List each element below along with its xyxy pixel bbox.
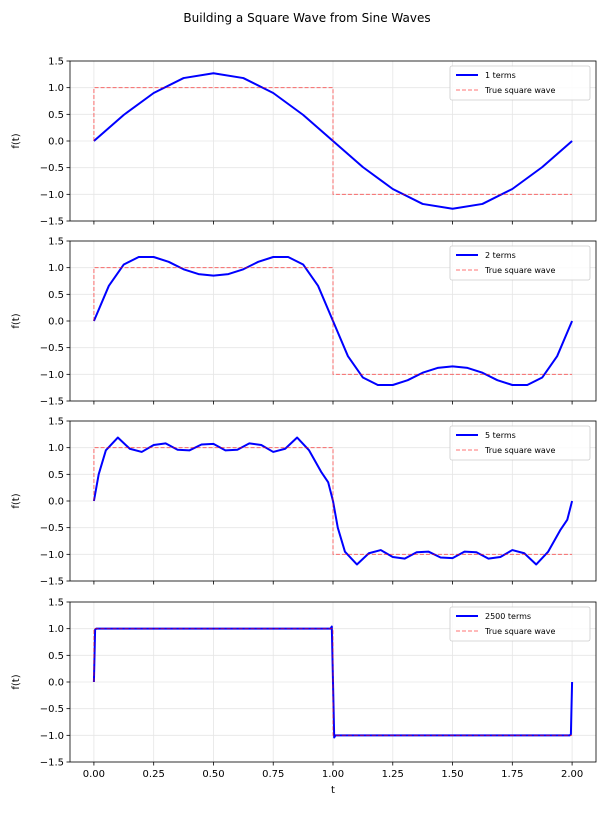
y-tick-label: −1.5 <box>40 758 64 769</box>
legend: 1 terms True square wave <box>449 65 591 101</box>
y-tick-label: −1.0 <box>40 370 64 381</box>
legend-label: 2 terms <box>485 251 516 260</box>
y-tick-label: −0.5 <box>40 704 64 715</box>
y-tick-label: −1.5 <box>40 217 64 228</box>
legend-label: True square wave <box>484 627 556 636</box>
y-axis-label: f(t) <box>11 674 22 689</box>
subplot-4: −1.5 −1.0 −0.5 0.0 0.5 1.0 1.5 0.00 0.25 0.50 0.75… <box>11 598 597 796</box>
subplot-1: −1.5 −1.0 −0.5 0.0 0.5 1.0 1.5 f(t) 1 terms True … <box>11 57 597 228</box>
y-tick-label: −1.5 <box>40 577 64 588</box>
legend-box <box>449 606 591 642</box>
y-tick-label: 1.0 <box>48 83 64 94</box>
y-tick-label: 0.0 <box>48 497 64 508</box>
y-tick-label: 1.0 <box>48 263 64 274</box>
y-tick-label: 0.5 <box>48 651 64 662</box>
legend-label: 5 terms <box>485 431 516 440</box>
legend-box <box>449 65 591 101</box>
figure-title: Building a Square Wave from Sine Waves <box>183 11 430 25</box>
legend-label: True square wave <box>484 86 556 95</box>
y-tick-label: 1.5 <box>48 237 64 248</box>
legend-label: 1 terms <box>485 71 516 80</box>
y-axis-label: f(t) <box>11 133 22 148</box>
y-tick-label: 0.0 <box>48 137 64 148</box>
x-axis-label: t <box>331 785 335 796</box>
subplot-3: −1.5 −1.0 −0.5 0.0 0.5 1.0 1.5 f(t) 5 terms True … <box>11 417 597 588</box>
y-axis-label: f(t) <box>11 493 22 508</box>
x-tick-label: 0.00 <box>83 769 105 780</box>
y-tick-label: −0.5 <box>40 523 64 534</box>
y-tick-label: −1.0 <box>40 550 64 561</box>
x-tick-label: 0.50 <box>202 769 224 780</box>
legend-label: True square wave <box>484 266 556 275</box>
y-tick-label: 0.0 <box>48 678 64 689</box>
x-tick-label: 1.25 <box>382 769 404 780</box>
y-tick-label: 1.0 <box>48 443 64 454</box>
legend: 2 terms True square wave <box>449 245 591 281</box>
x-tick-label: 1.00 <box>322 769 344 780</box>
y-tick-label: −1.0 <box>40 731 64 742</box>
x-tick-label: 0.75 <box>262 769 284 780</box>
y-tick-label: −1.5 <box>40 397 64 408</box>
y-tick-label: 1.5 <box>48 417 64 428</box>
y-tick-label: 1.5 <box>48 598 64 609</box>
legend: 5 terms True square wave <box>449 425 591 461</box>
y-tick-label: 1.0 <box>48 624 64 635</box>
y-axis-label: f(t) <box>11 313 22 328</box>
legend-label: 2500 terms <box>485 612 531 621</box>
y-tick-label: −0.5 <box>40 163 64 174</box>
legend-box <box>449 245 591 281</box>
x-tick-label: 2.00 <box>561 769 583 780</box>
y-tick-label: 0.5 <box>48 470 64 481</box>
y-tick-label: 0.5 <box>48 290 64 301</box>
x-tick-label: 0.25 <box>143 769 165 780</box>
subplot-2: −1.5 −1.0 −0.5 0.0 0.5 1.0 1.5 f(t) 2 terms True … <box>11 237 597 408</box>
y-tick-label: 0.5 <box>48 110 64 121</box>
y-tick-label: −0.5 <box>40 343 64 354</box>
legend-label: True square wave <box>484 446 556 455</box>
legend: 2500 terms True square wave <box>449 606 591 642</box>
y-tick-label: 1.5 <box>48 57 64 68</box>
x-tick-label: 1.50 <box>441 769 463 780</box>
y-tick-label: −1.0 <box>40 190 64 201</box>
y-tick-label: 0.0 <box>48 317 64 328</box>
x-tick-label: 1.75 <box>501 769 523 780</box>
legend-box <box>449 425 591 461</box>
